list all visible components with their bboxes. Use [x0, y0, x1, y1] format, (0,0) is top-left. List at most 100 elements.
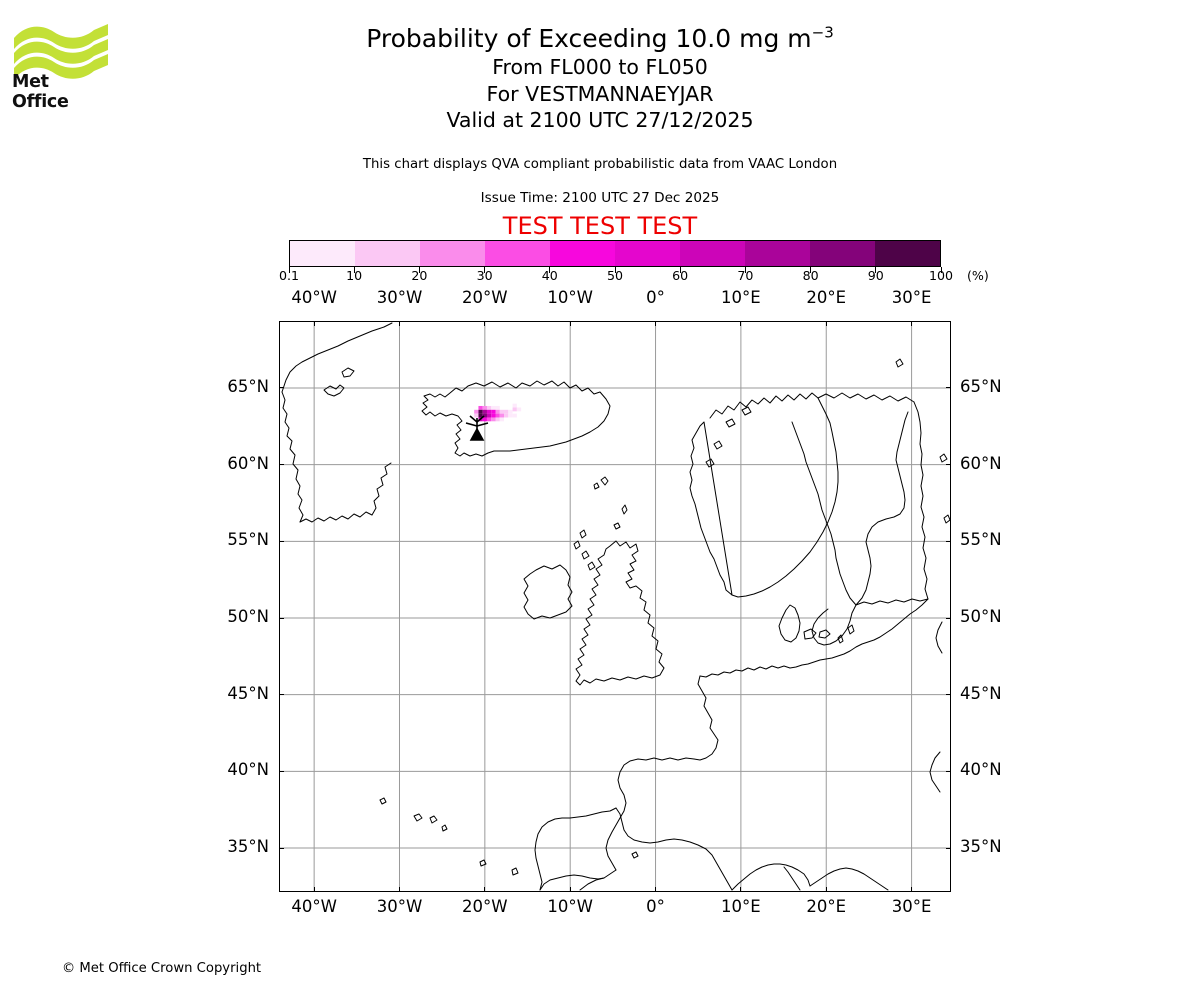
colorbar-segment-1 — [355, 241, 420, 266]
lat-label-right-3: 50°N — [960, 607, 1002, 626]
lon-label-bottom-1: 30°W — [376, 897, 423, 916]
lon-label-top-3: 10°W — [547, 288, 593, 307]
lat-label-right-1: 60°N — [960, 453, 1002, 473]
colorbar-tick-6 — [679, 267, 681, 273]
ash-cell-0 — [478, 405, 483, 410]
flight-level-range: From FL000 to FL050 — [492, 55, 708, 79]
ash-cell-12 — [508, 409, 513, 414]
colorbar-tick-label-1: 10 — [346, 268, 363, 283]
ash-cell-21 — [512, 413, 517, 418]
chart-title-block: Probability of Exceeding 10.0 mg m−3 Fro… — [0, 24, 1200, 134]
lon-label-top-6: 20°E — [806, 288, 847, 307]
lat-label-right-6: 35°N — [960, 837, 1002, 857]
colorbar-tick-3 — [484, 267, 486, 273]
colorbar-segment-5 — [615, 241, 680, 266]
lon-label-bottom-0: 40°W — [291, 897, 337, 916]
lon-label-bottom-3: 10°W — [547, 897, 593, 916]
ash-cell-7 — [486, 409, 492, 414]
ash-cell-29 — [516, 407, 522, 412]
ash-cell-30 — [512, 403, 517, 408]
lat-label-left-2: 55°N — [227, 530, 269, 550]
ash-cell-16 — [491, 413, 496, 418]
colorbar-segment-0 — [290, 241, 355, 266]
map-gridlines — [280, 322, 950, 891]
ash-cell-10 — [499, 409, 505, 414]
ash-cell-32 — [474, 413, 479, 418]
lat-label-left-1: 60°N — [227, 453, 269, 473]
ash-cell-25 — [491, 417, 496, 422]
lon-label-top-7: 30°E — [891, 288, 932, 307]
colorbar-tick-2 — [418, 267, 420, 273]
colorbar-tick-8 — [810, 267, 812, 273]
lat-label-right-4: 45°N — [960, 683, 1002, 703]
lon-tick-2 — [484, 887, 486, 891]
lon-label-bottom-4: 0° — [646, 897, 665, 916]
colorbar-tick-label-10: 100 — [928, 268, 954, 283]
lon-tick-4 — [655, 887, 657, 891]
colorbar-segment-6 — [680, 241, 745, 266]
lon-tick-5 — [740, 322, 742, 326]
ash-cell-20 — [508, 413, 513, 418]
lat-tick-0 — [280, 387, 284, 389]
lon-label-bottom-2: 20°W — [462, 897, 508, 916]
colorbar-tick-1 — [353, 267, 355, 273]
lon-tick-1 — [398, 322, 400, 326]
test-banner: TEST TEST TEST — [502, 212, 698, 240]
lon-tick-2 — [484, 322, 486, 326]
ash-cell-2 — [486, 405, 492, 410]
volcano-source-marker — [465, 415, 489, 441]
lat-label-right-0: 65°N — [960, 376, 1002, 396]
lon-label-top-4: 0° — [646, 288, 665, 307]
lon-tick-3 — [569, 887, 571, 891]
map-panel[interactable] — [279, 321, 951, 892]
colorbar-tick-label-6: 60 — [672, 268, 689, 283]
ash-cell-15 — [486, 413, 492, 418]
ash-cell-5 — [478, 409, 483, 414]
volcano-name: For VESTMANNAEYJAR — [486, 81, 714, 106]
page-title: Probability of Exceeding 10.0 mg m−3 — [0, 24, 1200, 54]
ash-cell-9 — [495, 409, 500, 414]
lat-label-right-2: 55°N — [960, 530, 1002, 550]
met-office-wave-mark — [14, 24, 108, 79]
lat-tick-1 — [280, 464, 284, 466]
lon-label-bottom-6: 20°E — [806, 897, 847, 916]
lon-label-bottom-7: 30°E — [891, 897, 932, 916]
colorbar-tick-9 — [875, 267, 877, 273]
lon-tick-0 — [313, 322, 315, 326]
lat-label-left-3: 50°N — [227, 607, 269, 626]
lon-label-bottom-5: 10°E — [721, 897, 761, 916]
colorbar-tick-label-5: 50 — [606, 268, 624, 283]
lat-tick-4 — [946, 694, 950, 696]
lat-label-left-6: 35°N — [227, 837, 269, 857]
met-office-wordmark: Met Office — [12, 72, 69, 112]
colorbar-tick-label-3: 30 — [476, 268, 493, 283]
lat-label-left-5: 40°N — [227, 760, 269, 780]
ash-cell-13 — [478, 413, 483, 418]
lat-tick-2 — [280, 540, 284, 542]
lon-label-top-2: 20°W — [462, 288, 508, 307]
ash-cell-19 — [504, 413, 509, 418]
title-exponent: −3 — [811, 23, 834, 42]
lon-tick-6 — [825, 322, 827, 326]
lon-tick-7 — [911, 322, 913, 326]
colorbar-segment-8 — [810, 241, 875, 266]
copyright-notice: © Met Office Crown Copyright — [62, 961, 262, 976]
lat-tick-3 — [280, 617, 284, 619]
lon-tick-4 — [655, 322, 657, 326]
colorbar-tick-label-2: 20 — [411, 268, 428, 283]
lat-tick-6 — [280, 847, 284, 849]
ash-cell-14 — [482, 413, 487, 418]
colorbar-tick-4 — [549, 267, 551, 273]
lat-label-left-4: 45°N — [227, 683, 269, 703]
colorbar-tick-label-7: 70 — [737, 268, 754, 283]
colorbar-tick-10 — [940, 267, 942, 273]
ash-cell-6 — [482, 409, 487, 414]
colorbar-tick-label-0: 0.1 — [278, 268, 300, 283]
ash-cell-26 — [495, 417, 500, 422]
ash-cell-28 — [512, 407, 517, 412]
ash-cell-27 — [499, 417, 505, 422]
lon-tick-1 — [398, 887, 400, 891]
colorbar-segment-9 — [875, 241, 940, 266]
colorbar-segment-2 — [420, 241, 485, 266]
lon-tick-7 — [911, 887, 913, 891]
